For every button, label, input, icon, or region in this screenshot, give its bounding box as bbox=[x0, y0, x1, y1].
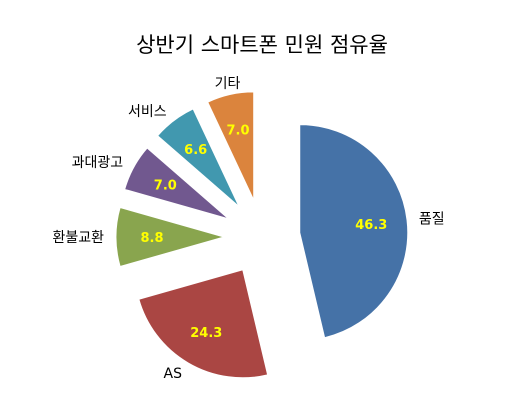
pie-slice-1 bbox=[299, 124, 409, 339]
pie-value-label-3: 8.8 bbox=[140, 231, 163, 246]
pie-value-label-4: 7.0 bbox=[154, 179, 177, 194]
pie-value-label-5: 6.6 bbox=[184, 143, 207, 158]
pie-category-label-1: 품질 bbox=[419, 212, 445, 228]
pie-category-label-2: AS bbox=[164, 366, 183, 382]
chart-title: 상반기 스마트폰 민원 점유율 bbox=[136, 33, 388, 57]
pie-slice-2 bbox=[138, 269, 269, 379]
pie-labels: 46.3 품질 24.3 AS 8.8 환불교환 7.0 과대광고 6.6 서비스 7.0 기타 bbox=[52, 76, 444, 382]
pie-category-label-6: 기타 bbox=[215, 76, 241, 92]
pie-slice-3 bbox=[115, 206, 226, 268]
pie-category-label-4: 과대광고 bbox=[72, 155, 124, 171]
pie-slice-4 bbox=[124, 147, 229, 220]
pie-slice-6 bbox=[207, 91, 255, 201]
pie-value-label-6: 7.0 bbox=[226, 124, 249, 139]
pie-category-label-5: 서비스 bbox=[128, 104, 167, 120]
pie-category-label-3: 환불교환 bbox=[52, 230, 104, 246]
pie-value-label-1: 46.3 bbox=[355, 218, 387, 233]
pie-value-label-2: 24.3 bbox=[190, 326, 222, 341]
pie-slices bbox=[115, 91, 409, 379]
pie-slice-5 bbox=[156, 108, 240, 208]
